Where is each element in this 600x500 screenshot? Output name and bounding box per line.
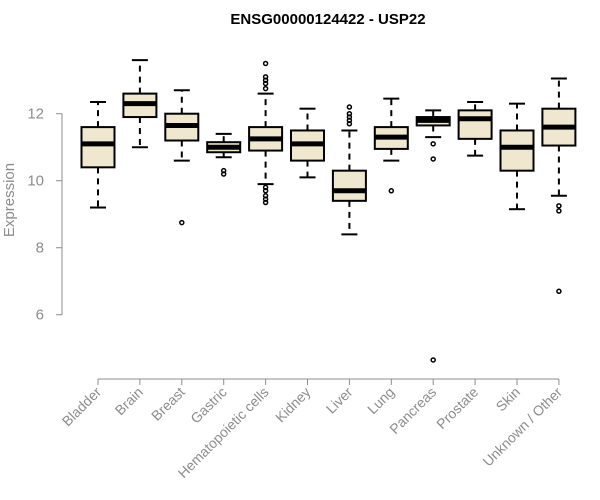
- x-tick-label: Prostate: [433, 384, 481, 432]
- outlier-point: [262, 60, 269, 67]
- box-6: [290, 107, 325, 179]
- x-tick-label: Liver: [323, 384, 356, 417]
- outlier-point: [262, 74, 269, 80]
- outlier-point: [262, 193, 269, 199]
- outlier-point: [388, 188, 395, 194]
- box-9: [415, 109, 451, 363]
- y-axis: 6 8 10 12: [27, 106, 63, 324]
- y-tick-label: 8: [36, 240, 44, 257]
- outlier-point: [220, 167, 227, 174]
- box-1: [80, 100, 116, 209]
- box-5: [248, 60, 284, 206]
- y-axis-label: Expression: [1, 163, 18, 237]
- box-3: [164, 89, 200, 226]
- x-tick-label: Kidney: [272, 384, 314, 426]
- box-8: [373, 97, 409, 194]
- outlier-point: [430, 156, 436, 162]
- box-11: [499, 102, 535, 211]
- x-tick-label: Unknown / Other: [479, 384, 565, 470]
- outlier-point: [556, 203, 562, 209]
- outlier-point: [430, 357, 436, 363]
- x-tick-label: Skin: [493, 384, 524, 415]
- outlier-point: [430, 141, 436, 147]
- box-7: [331, 104, 367, 236]
- x-tick-label: Lung: [364, 384, 397, 417]
- outlier-point: [179, 219, 185, 226]
- outlier-point: [262, 85, 269, 92]
- y-tick-label: 12: [27, 106, 44, 123]
- x-tick-label: Brain: [112, 384, 146, 418]
- box-12: [541, 77, 577, 295]
- chart-title: ENSG00000124422 - USP22: [230, 11, 425, 28]
- y-tick-label: 6: [36, 307, 44, 324]
- box-2: [122, 59, 158, 149]
- box-iqr: [499, 129, 535, 172]
- y-tick-label: 10: [27, 173, 44, 190]
- x-tick-label: Pancreas: [386, 384, 439, 437]
- x-tick-label: Bladder: [59, 384, 105, 430]
- outlier-point: [262, 184, 269, 191]
- box-iqr: [457, 109, 493, 140]
- box-iqr: [80, 126, 116, 169]
- box-4: [206, 132, 242, 177]
- outlier-point: [346, 110, 353, 117]
- outlier-point: [556, 288, 562, 295]
- box-10: [457, 100, 493, 157]
- boxes-group: [80, 59, 577, 363]
- outlier-point: [556, 208, 562, 214]
- outlier-point: [346, 104, 353, 110]
- box-iqr: [331, 169, 367, 202]
- x-tick-label: Breast: [148, 384, 188, 424]
